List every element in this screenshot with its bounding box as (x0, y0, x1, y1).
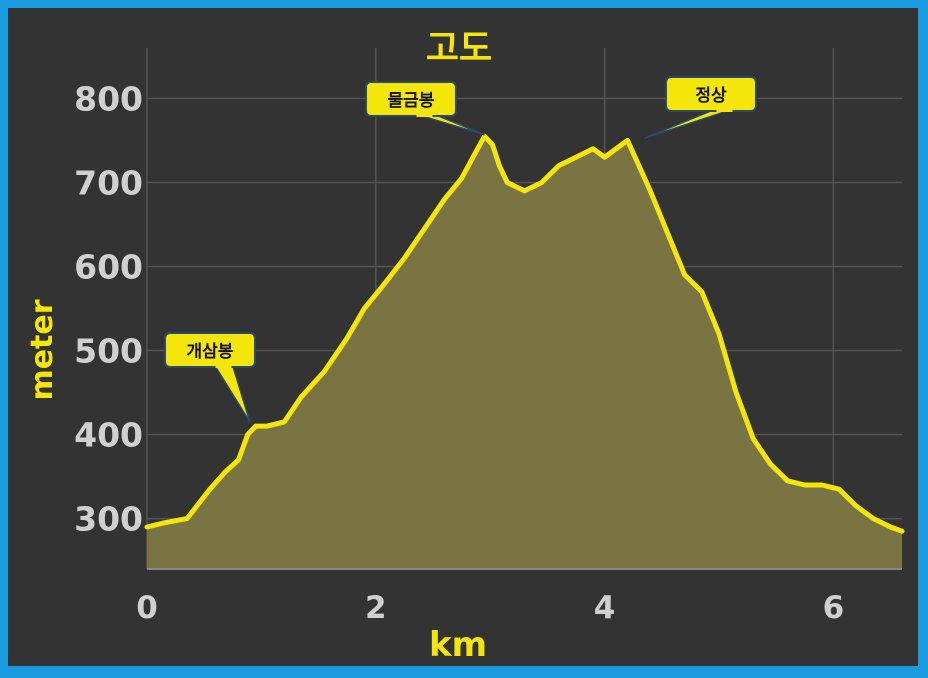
y-tick-label: 400 (74, 416, 143, 455)
y-tick-label: 600 (74, 247, 143, 286)
callout-joint (416, 113, 433, 117)
callout-box (365, 81, 457, 117)
x-axis-label: km (429, 625, 487, 665)
chart-title: 고도 (426, 28, 492, 69)
callout-2: 물금봉 (365, 81, 485, 136)
y-tick-label: 800 (74, 79, 143, 118)
callout-label: 정상 (695, 86, 727, 106)
x-tick-labels: 0 2 4 6 (136, 590, 844, 626)
callout-box (164, 332, 256, 368)
callout-label: 개삼봉 (187, 342, 234, 362)
callout-label: 물금봉 (388, 91, 435, 111)
elevation-area-fill (147, 136, 902, 569)
x-tick-label: 2 (365, 590, 387, 626)
elevation-chart: 300 400 500 600 700 800 0 2 4 6 고도 km meter 개삼봉 물… (25, 28, 905, 665)
peak-callouts: 개삼봉 물금봉 정상 (164, 76, 757, 423)
y-tick-label: 300 (74, 500, 143, 539)
x-tick-label: 6 (823, 590, 845, 626)
callout-joint (215, 364, 232, 368)
y-axis-label: meter (25, 299, 60, 400)
callout-box (665, 76, 757, 112)
y-tick-labels: 300 400 500 600 700 800 (74, 79, 143, 538)
callout-pointer (415, 113, 485, 136)
x-tick-label: 4 (594, 590, 616, 626)
callout-pointer (644, 108, 734, 139)
chart-frame: 300 400 500 600 700 800 0 2 4 6 고도 km meter 개삼봉 물… (8, 8, 918, 666)
callout-3: 정상 (644, 76, 757, 139)
callout-joint (716, 108, 733, 112)
y-tick-label: 500 (74, 332, 143, 371)
x-tick-label: 0 (136, 590, 158, 626)
elevation-line (144, 133, 905, 534)
y-tick-label: 700 (74, 163, 143, 202)
callout-1: 개삼봉 (164, 332, 256, 423)
callout-pointer (213, 364, 251, 423)
